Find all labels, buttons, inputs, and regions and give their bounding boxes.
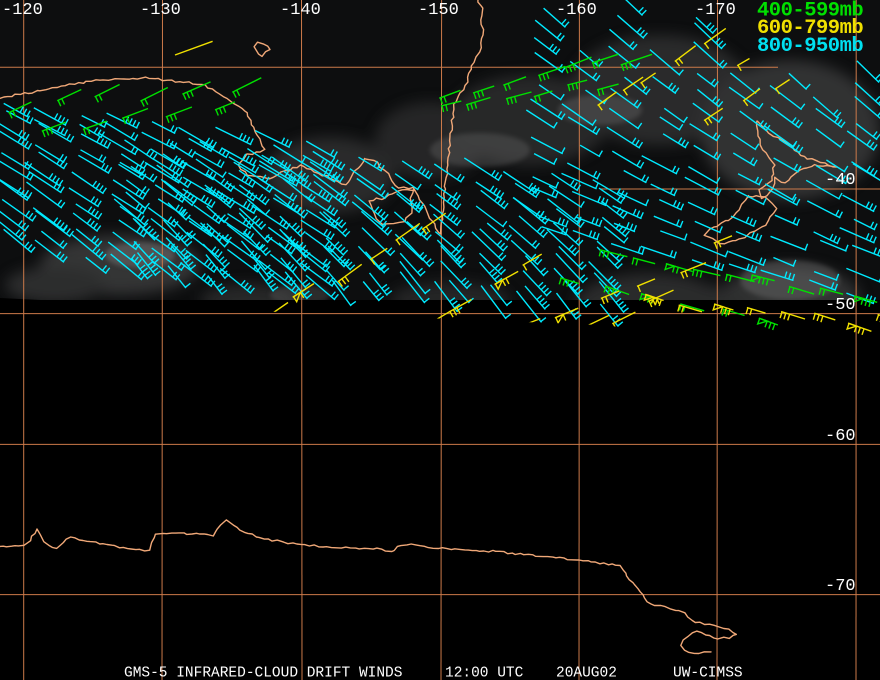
- svg-text:UW-CIMSS: UW-CIMSS: [673, 666, 743, 680]
- svg-text:-170: -170: [695, 1, 736, 20]
- svg-text:-50: -50: [825, 296, 856, 315]
- svg-text:-150: -150: [418, 1, 459, 20]
- svg-text:-120: -120: [2, 1, 43, 20]
- svg-text:-70: -70: [825, 577, 856, 596]
- svg-text:-140: -140: [280, 1, 321, 20]
- svg-text:20AUG02: 20AUG02: [556, 666, 617, 680]
- svg-text:800-950mb: 800-950mb: [757, 35, 863, 58]
- svg-text:-40: -40: [825, 171, 856, 190]
- svg-text:GMS-5 INFRARED-CLOUD DRIFT WIN: GMS-5 INFRARED-CLOUD DRIFT WINDS: [124, 666, 402, 680]
- svg-text:-60: -60: [825, 427, 856, 446]
- svg-text:-160: -160: [556, 1, 597, 20]
- svg-text:-130: -130: [140, 1, 181, 20]
- svg-text:12:00 UTC: 12:00 UTC: [445, 666, 524, 680]
